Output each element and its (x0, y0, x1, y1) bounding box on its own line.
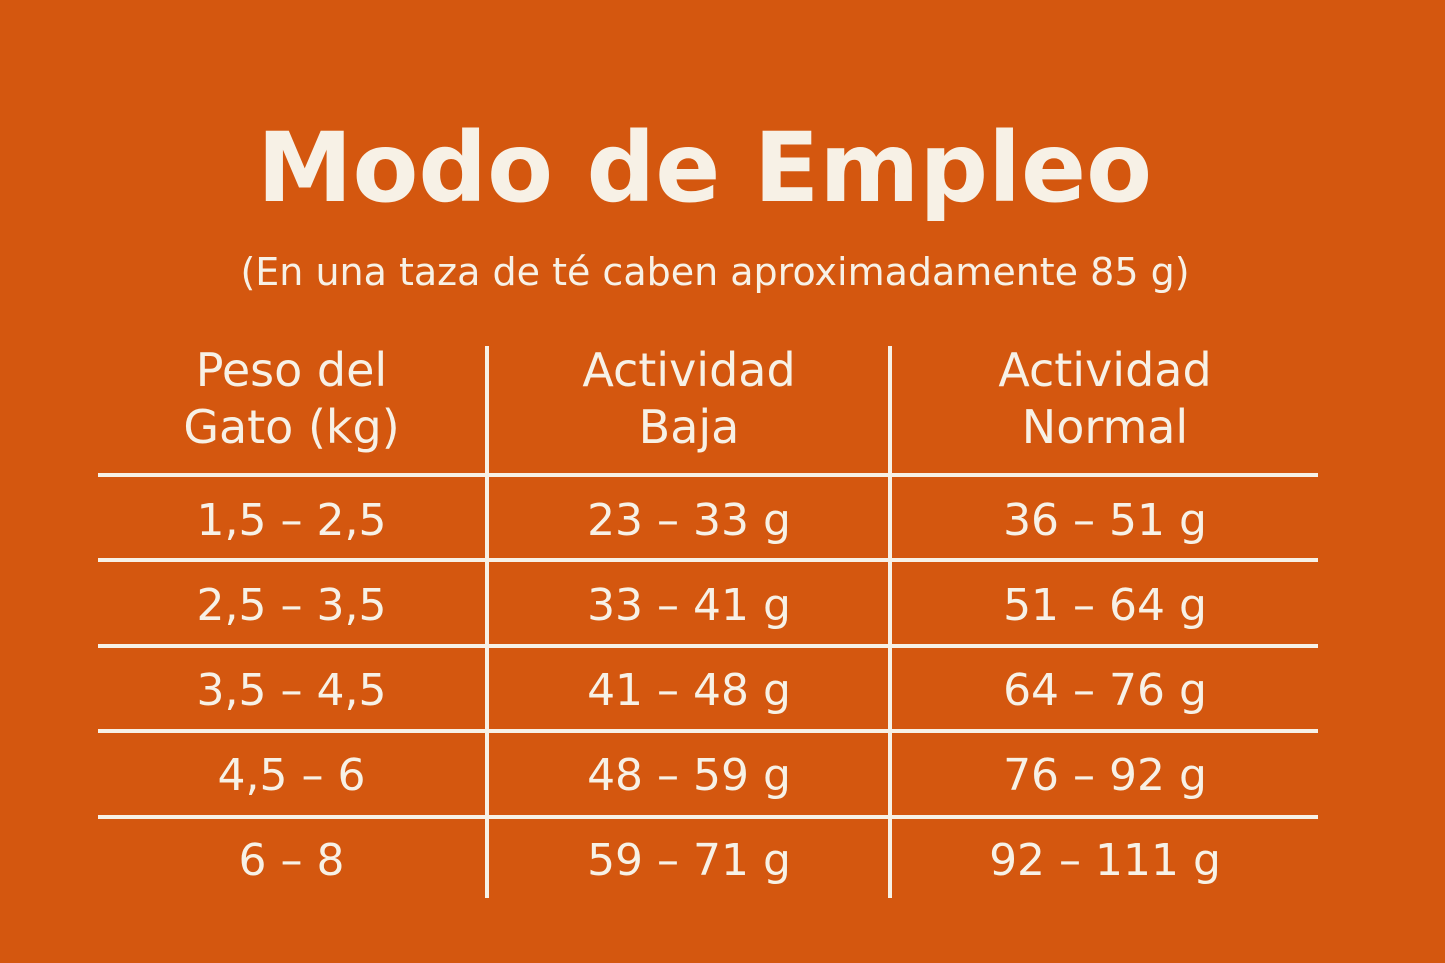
row-divider (98, 729, 1318, 733)
table-cell: 2,5 – 3,5 (196, 580, 387, 631)
column-divider (888, 346, 892, 898)
header-line: Gato (kg) (183, 400, 400, 454)
row-divider (98, 473, 1318, 477)
table-cell: 51 – 64 g (1003, 580, 1207, 631)
table-cell: 59 – 71 g (587, 835, 791, 886)
table-cell: 1,5 – 2,5 (196, 495, 387, 546)
column-divider (485, 346, 489, 898)
feeding-table: Peso del Gato (kg) Actividad Baja Activi… (98, 340, 1318, 900)
table-cell: 6 – 8 (238, 835, 345, 886)
header-weight: Peso del Gato (kg) (98, 342, 485, 456)
table-cell: 48 – 59 g (587, 750, 791, 801)
header-line: Normal (1021, 400, 1189, 454)
table-cell: 4,5 – 6 (217, 750, 366, 801)
table-cell: 76 – 92 g (1003, 750, 1207, 801)
table-cell: 64 – 76 g (1003, 665, 1207, 716)
table-cell: 36 – 51 g (1003, 495, 1207, 546)
table-cell: 92 – 111 g (989, 835, 1221, 886)
table-cell: 23 – 33 g (587, 495, 791, 546)
header-line: Peso del (195, 343, 388, 397)
page-title: Modo de Empleo (256, 112, 1153, 224)
header-low-activity: Actividad Baja (489, 342, 889, 456)
table-cell: 33 – 41 g (587, 580, 791, 631)
row-divider (98, 558, 1318, 562)
header-line: Actividad (998, 343, 1212, 397)
header-line: Baja (638, 400, 740, 454)
table-cell: 3,5 – 4,5 (196, 665, 387, 716)
row-divider (98, 644, 1318, 648)
header-normal-activity: Actividad Normal (892, 342, 1318, 456)
header-line: Actividad (582, 343, 796, 397)
page-subtitle: (En una taza de té caben aproximadamente… (240, 250, 1190, 294)
table-cell: 41 – 48 g (587, 665, 791, 716)
row-divider (98, 815, 1318, 819)
